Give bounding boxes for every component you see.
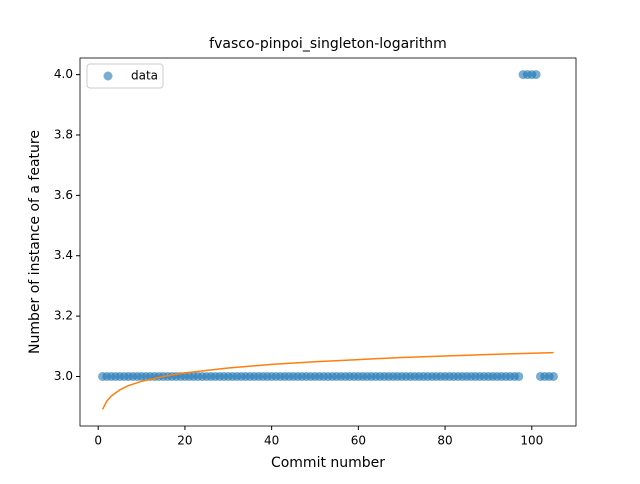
legend-label: data [131, 69, 158, 83]
y-tick-label: 4.0 [54, 67, 73, 81]
y-tick-label: 3.2 [54, 309, 73, 323]
data-point [548, 371, 558, 381]
fit-line [101, 351, 554, 410]
x-tick-label: 0 [94, 434, 102, 448]
y-axis-label: Number of instance of a feature [27, 130, 43, 354]
y-tick-label: 3.0 [54, 369, 73, 383]
y-tick-label: 3.4 [54, 248, 73, 262]
data-point [531, 70, 541, 80]
y-tick-label: 3.6 [54, 188, 73, 202]
legend-marker [103, 71, 113, 81]
legend-box [86, 63, 164, 89]
x-axis-label: Commit number [271, 455, 385, 471]
plot-frame [79, 57, 577, 427]
x-tick-label: 100 [520, 434, 543, 448]
chart-title: fvasco-pinpoi_singleton-logarithm [209, 36, 447, 52]
x-tick-label: 40 [264, 434, 279, 448]
x-tick-label: 20 [177, 434, 192, 448]
data-point [514, 371, 524, 381]
x-tick-label: 80 [437, 434, 452, 448]
x-tick-label: 60 [351, 434, 366, 448]
y-tick-label: 3.8 [54, 127, 73, 141]
